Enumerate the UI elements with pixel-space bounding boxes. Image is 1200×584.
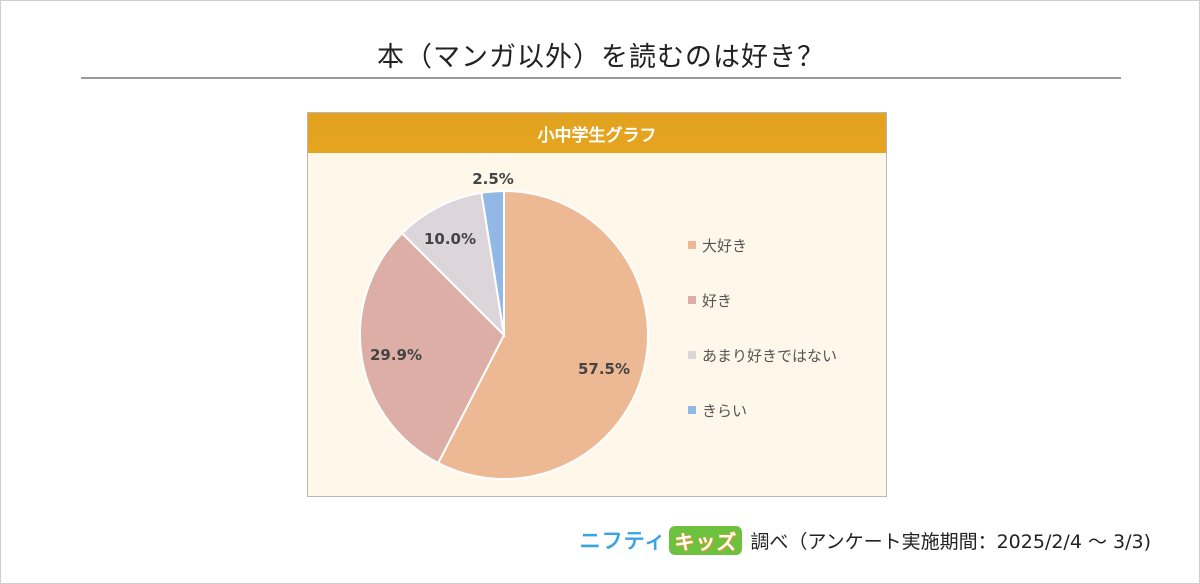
legend-label-4: きらい: [702, 402, 747, 420]
pie-slice-1: [436, 189, 649, 480]
pie-slice-4: [480, 189, 505, 336]
data-label-3: 10.0%: [424, 230, 476, 248]
page-title: 本（マンガ以外）を読むのは好き？: [377, 42, 825, 73]
legend-swatch-3: [688, 351, 696, 359]
legend-label-2: 好き: [702, 292, 732, 310]
data-label-2: 29.9%: [370, 346, 422, 364]
legend-swatch-4: [688, 406, 696, 414]
legend-swatch-2: [688, 296, 696, 304]
chart-panel: 小中学生グラフ 57.5% 29.9% 10.0% 2.5% 大好き好きあまり好きではな…: [307, 112, 887, 497]
nifty-kids-logo: ニフティ キッズ: [580, 525, 743, 555]
legend-label-3: あまり好きではない: [702, 347, 837, 365]
pie-slice-2: [359, 231, 506, 465]
logo-nifty-text: ニフティ: [579, 529, 667, 553]
chart-header: 小中学生グラフ: [308, 113, 886, 153]
logo-kids-text: キッズ: [669, 525, 743, 555]
legend-label-1: 大好き: [702, 237, 747, 255]
pie-slice-3: [400, 191, 506, 338]
footer-credit: ニフティ キッズ 調べ（アンケート実施期間：2025/2/4 ～ 3/3): [580, 525, 1151, 555]
data-label-1: 57.5%: [578, 360, 630, 378]
survey-period-text: 調べ（アンケート実施期間：2025/2/4 ～ 3/3): [750, 530, 1151, 553]
legend-swatch-1: [688, 241, 696, 249]
title-divider: [81, 77, 1121, 79]
data-label-4: 2.5%: [472, 170, 514, 188]
